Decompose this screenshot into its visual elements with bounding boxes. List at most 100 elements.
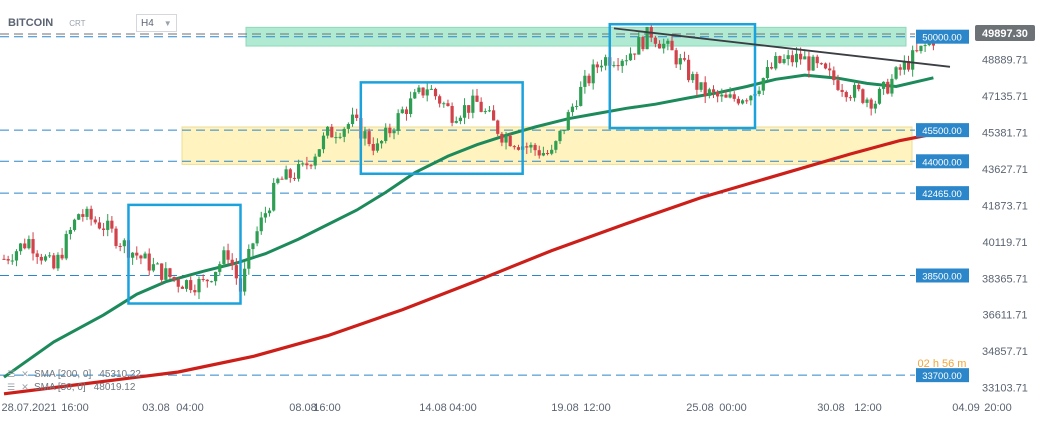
candle-body (724, 94, 728, 98)
indicator-sma-50[interactable]: ☰ ✕ SMA [50, 0] 48019.12 (6, 382, 135, 393)
indicator-label: SMA [50, 0] (34, 382, 86, 393)
candle (529, 142, 533, 153)
candle (537, 145, 541, 159)
trendline-layer (613, 27, 951, 68)
level-label-text: 50000.00 (922, 33, 962, 44)
candle (355, 108, 359, 121)
candle-body (442, 103, 446, 105)
candle-body (890, 78, 894, 94)
candle-body (720, 94, 724, 97)
candle (6, 255, 10, 265)
candle (902, 55, 906, 75)
candle-body (301, 163, 305, 165)
candle (446, 99, 450, 107)
candle-body (35, 253, 39, 257)
highlight-box[interactable] (359, 81, 524, 175)
level-label[interactable]: 45500.00 (916, 123, 969, 138)
candle (496, 119, 500, 137)
candle (288, 167, 292, 183)
candle-body (89, 208, 93, 220)
menu-icon[interactable]: ☰ (6, 369, 16, 379)
candle (450, 102, 454, 127)
level-label[interactable]: 38500.00 (916, 268, 969, 283)
candle (786, 49, 790, 66)
candle-body (355, 114, 359, 118)
candle (911, 45, 915, 77)
level-label[interactable]: 44000.00 (916, 154, 969, 169)
candle (56, 252, 60, 271)
candle-body (915, 50, 919, 52)
candle (574, 100, 579, 110)
candle (151, 257, 155, 273)
zone-rect (181, 126, 913, 165)
level-label[interactable]: 50000.00 (916, 29, 969, 44)
candle-body (840, 89, 844, 92)
timeframe-select[interactable]: H4 ▼ (136, 14, 177, 32)
level-label[interactable]: 33700.00 (916, 368, 969, 383)
level-label[interactable]: 42465.00 (916, 186, 969, 201)
highlight-box[interactable] (608, 22, 757, 130)
level-label-bg (916, 29, 969, 44)
levels-layer (0, 33, 915, 376)
candle-body (487, 110, 492, 112)
candle-body (409, 98, 413, 114)
symbol-label[interactable]: BITCOIN CRT (8, 14, 86, 32)
highlight-box[interactable] (127, 203, 242, 305)
indicator-sma-200[interactable]: ☰ ✕ SMA [200, 0] 45310.22 (6, 369, 141, 380)
candle (740, 99, 745, 105)
sma-200-line[interactable] (3, 132, 934, 396)
candle-body (379, 140, 384, 144)
candle (653, 35, 658, 48)
candle-body (516, 147, 521, 150)
candle (201, 274, 205, 282)
candle (226, 243, 230, 265)
sma-50-line[interactable] (3, 73, 934, 379)
candle (147, 248, 151, 276)
level-label-bg (916, 154, 969, 169)
candle (844, 90, 848, 102)
candle (64, 230, 68, 261)
candle-body (898, 67, 902, 70)
candle-body (164, 268, 168, 280)
candle (143, 251, 147, 259)
candle-body (147, 253, 151, 271)
indicator-value: 45310.22 (99, 369, 141, 380)
candle-body (396, 113, 400, 131)
candle-body (288, 169, 292, 178)
candle-body (906, 61, 911, 70)
candle (292, 172, 297, 181)
candle (687, 54, 691, 83)
candle-body (877, 88, 882, 104)
candle (172, 276, 176, 283)
candle-body (168, 268, 172, 277)
candle-body (400, 109, 404, 114)
time-tick: 04.09 (952, 402, 980, 414)
candle (462, 98, 467, 125)
candle (222, 246, 226, 268)
candle (48, 252, 52, 259)
candle (342, 127, 346, 143)
timeframe-value: H4 (141, 17, 154, 29)
candle-body (811, 56, 815, 71)
candle (873, 100, 877, 114)
candle (848, 94, 853, 101)
candle-body (848, 97, 853, 99)
candle (367, 128, 371, 147)
candle-body (172, 276, 176, 280)
close-icon[interactable]: ✕ (21, 382, 29, 392)
candle-body (205, 279, 209, 282)
trendline[interactable] (613, 27, 951, 68)
candle-body (255, 231, 259, 244)
candle-body (342, 128, 346, 137)
candle (504, 131, 508, 150)
menu-icon[interactable]: ☰ (6, 382, 16, 392)
candle (81, 209, 85, 222)
close-icon[interactable]: ✕ (21, 369, 29, 379)
candle-body (247, 249, 251, 269)
candle-body (392, 130, 396, 134)
candle (263, 206, 267, 223)
candle-body (60, 254, 64, 259)
candle-body (180, 286, 185, 289)
candle-body (616, 65, 620, 67)
